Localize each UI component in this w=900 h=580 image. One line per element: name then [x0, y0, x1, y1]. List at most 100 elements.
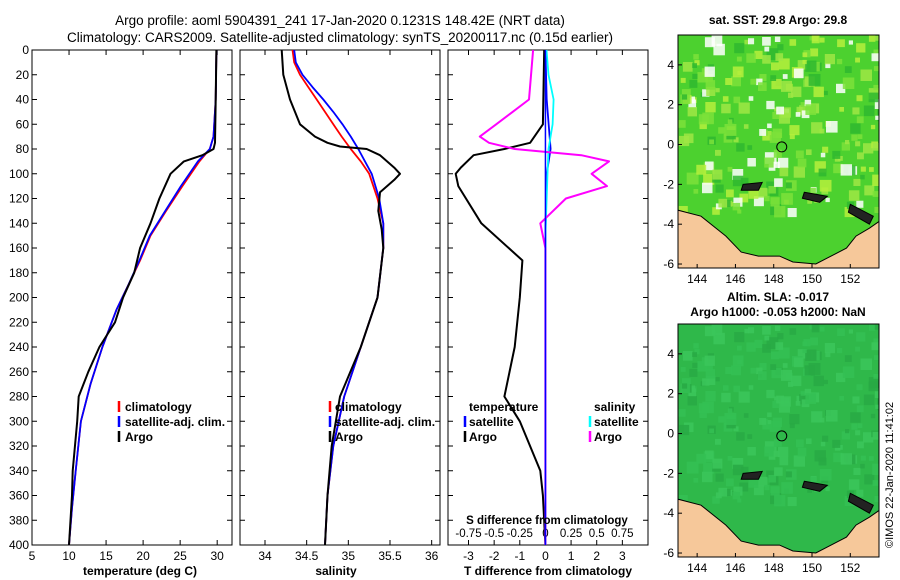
field-cell	[836, 347, 843, 354]
field-cell	[712, 169, 723, 180]
field-cell	[813, 375, 824, 387]
field-cell	[768, 186, 776, 194]
field-cell	[814, 450, 826, 462]
field-cell	[806, 149, 812, 155]
field-cell	[737, 209, 742, 214]
y-tick-label: 40	[16, 93, 30, 107]
field-cell	[767, 420, 772, 425]
field-cell	[766, 389, 775, 399]
field-cell	[848, 479, 860, 490]
field-cell	[771, 351, 779, 360]
field-cell	[687, 396, 697, 406]
top-tick-label: -0.5	[484, 528, 504, 540]
field-cell	[698, 114, 709, 125]
x-tick-label: 15	[99, 549, 113, 563]
field-cell	[856, 332, 866, 342]
salinity-xlabel: salinity	[315, 564, 357, 578]
field-cell	[772, 128, 783, 138]
field-cell	[845, 429, 850, 434]
field-cell	[771, 62, 779, 71]
field-cell	[793, 357, 804, 368]
x-tick-label: 30	[211, 549, 225, 563]
field-cell	[704, 66, 715, 77]
y-tick-label: 140	[9, 216, 29, 230]
field-cell	[860, 463, 865, 469]
field-cell	[753, 485, 764, 496]
legend-salinity-title: salinity	[594, 400, 636, 414]
field-cell	[756, 367, 763, 375]
field-cell	[868, 92, 879, 103]
sst-map	[678, 35, 879, 268]
field-cell	[805, 104, 817, 115]
sst-map-frame	[677, 34, 880, 269]
field-cell	[715, 377, 720, 382]
map-y-tick-label: -2	[663, 466, 674, 480]
field-cell	[855, 57, 860, 63]
field-cell	[789, 134, 795, 140]
field-cell	[705, 102, 716, 113]
field-cell	[722, 385, 729, 391]
field-cell	[875, 115, 879, 120]
field-cell	[772, 401, 780, 408]
field-cell	[848, 329, 853, 334]
field-cell	[774, 36, 781, 42]
field-cell	[874, 388, 879, 398]
field-cell	[750, 78, 757, 85]
field-cell	[860, 174, 865, 180]
field-cell	[724, 413, 737, 425]
field-cell	[762, 55, 771, 64]
field-cell	[868, 324, 876, 331]
field-cell	[680, 366, 686, 372]
field-cell	[778, 157, 789, 169]
field-cell	[848, 190, 860, 201]
figure-title-line2: Climatology: CARS2009. Satellite-adjuste…	[67, 30, 613, 45]
field-cell	[856, 384, 863, 391]
field-cell	[799, 105, 810, 116]
field-cell	[863, 432, 874, 443]
map-x-tick-label: 148	[764, 272, 784, 286]
y-tick-label: 240	[9, 340, 29, 354]
field-cell	[813, 86, 824, 98]
island	[847, 492, 874, 514]
field-cell	[875, 404, 879, 409]
field-cell	[819, 417, 825, 423]
field-cell	[810, 337, 819, 346]
series-line-argo	[280, 49, 401, 546]
field-cell	[748, 327, 755, 334]
field-cell	[709, 428, 714, 434]
field-cell	[767, 131, 772, 136]
field-cell	[711, 35, 723, 47]
field-cell	[776, 395, 784, 404]
field-cell	[774, 206, 786, 218]
field-cell	[704, 37, 715, 48]
island	[740, 470, 764, 480]
field-cell	[785, 471, 792, 478]
field-cell	[736, 143, 745, 152]
field-cell	[702, 378, 710, 386]
y-tick-label: 180	[9, 266, 29, 280]
field-cell	[732, 169, 744, 180]
field-cell	[767, 123, 772, 129]
series-line-satellite-adj-clim-	[68, 49, 218, 546]
field-cell	[770, 486, 780, 496]
x-tick-label: 36	[425, 549, 439, 563]
field-cell	[819, 128, 825, 134]
y-tick-label: 220	[9, 315, 29, 329]
field-cell	[744, 328, 749, 334]
field-cell	[839, 107, 844, 112]
field-cell	[727, 166, 733, 172]
field-cell	[837, 328, 845, 337]
field-cell	[872, 431, 879, 440]
y-tick-label: 80	[16, 142, 30, 156]
difference-legend: temperature satellite Argo salinity sate…	[463, 400, 639, 444]
field-cell	[837, 39, 845, 48]
field-cell	[705, 74, 713, 82]
field-cell	[800, 391, 806, 396]
field-cell	[802, 59, 807, 65]
field-cell	[711, 324, 723, 336]
field-cell	[699, 410, 707, 419]
field-cell	[744, 39, 749, 45]
field-cell	[785, 182, 792, 189]
temperature-legend: climatology satellite-adj. clim. Argo	[117, 400, 225, 444]
field-cell	[872, 174, 879, 186]
